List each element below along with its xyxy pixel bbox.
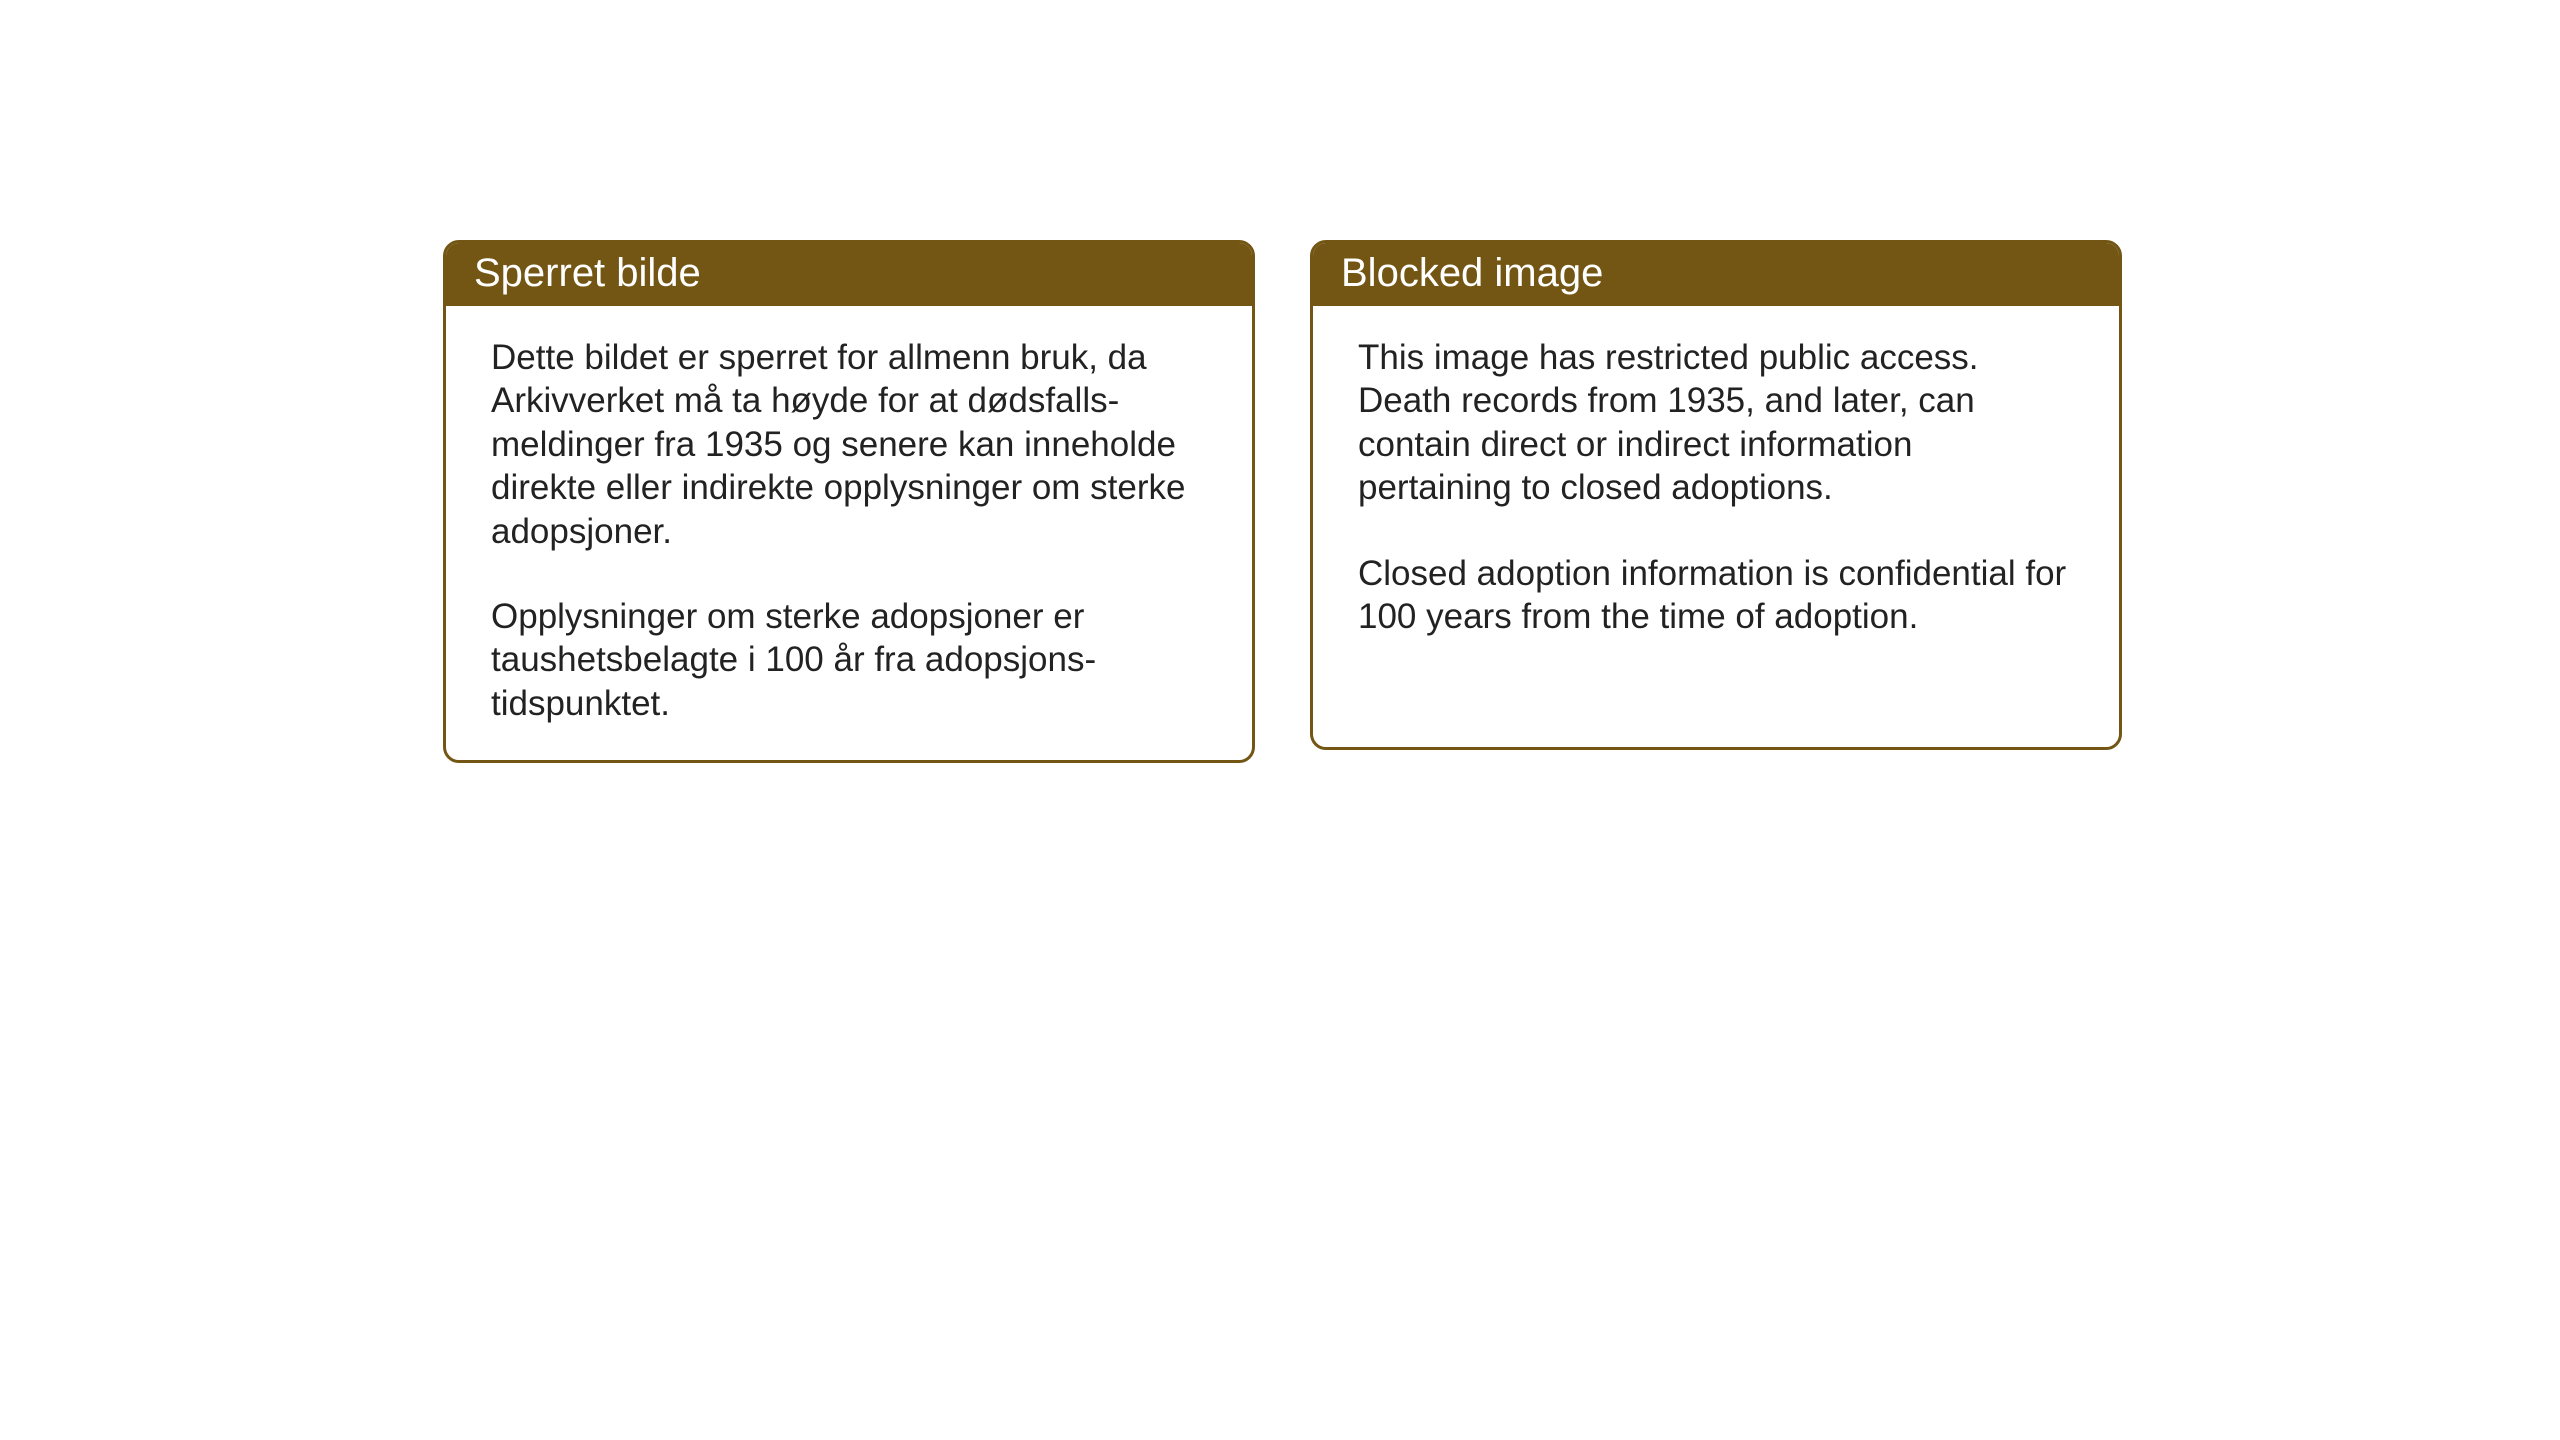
notice-card-english: Blocked image This image has restricted … [1310, 240, 2122, 750]
notice-paragraph-1-english: This image has restricted public access.… [1358, 336, 2074, 510]
notice-body-english: This image has restricted public access.… [1313, 306, 2119, 673]
notice-header-english: Blocked image [1313, 243, 2119, 306]
notice-container: Sperret bilde Dette bildet er sperret fo… [443, 240, 2122, 763]
notice-paragraph-2-english: Closed adoption information is confident… [1358, 552, 2074, 639]
notice-card-norwegian: Sperret bilde Dette bildet er sperret fo… [443, 240, 1255, 763]
notice-body-norwegian: Dette bildet er sperret for allmenn bruk… [446, 306, 1252, 760]
notice-header-norwegian: Sperret bilde [446, 243, 1252, 306]
notice-paragraph-2-norwegian: Opplysninger om sterke adopsjoner er tau… [491, 595, 1207, 725]
notice-paragraph-1-norwegian: Dette bildet er sperret for allmenn bruk… [491, 336, 1207, 553]
